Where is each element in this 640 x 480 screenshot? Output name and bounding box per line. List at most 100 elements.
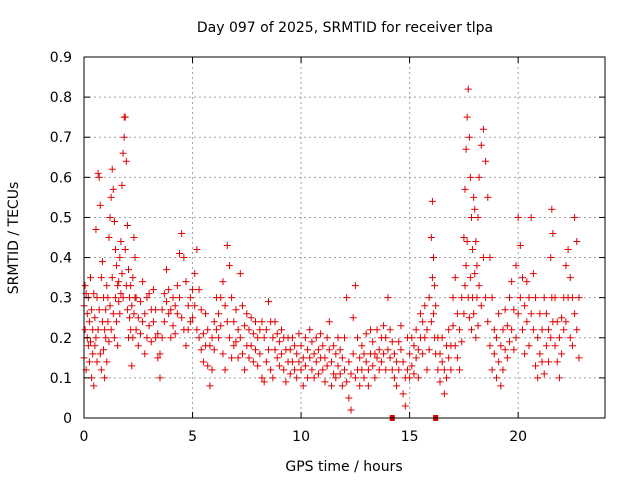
data-point — [96, 201, 104, 209]
data-point — [195, 286, 203, 294]
data-point — [186, 294, 194, 302]
data-point — [219, 278, 227, 286]
data-point — [122, 157, 130, 165]
data-point — [134, 314, 142, 322]
data-point — [100, 346, 108, 354]
data-point — [193, 326, 201, 334]
data-point — [110, 334, 118, 342]
data-point — [364, 382, 372, 390]
data-point — [210, 318, 218, 326]
data-point — [152, 306, 160, 314]
data-point — [519, 274, 527, 282]
data-point — [176, 250, 184, 258]
data-point — [451, 342, 459, 350]
data-point — [123, 306, 131, 314]
data-point — [360, 350, 368, 358]
data-point — [136, 330, 144, 338]
data-point — [129, 274, 137, 282]
data-point — [419, 318, 427, 326]
data-point — [410, 342, 418, 350]
data-point — [238, 302, 246, 310]
data-point — [508, 326, 516, 334]
data-point — [421, 334, 429, 342]
data-point — [107, 193, 115, 201]
data-point — [92, 334, 100, 342]
data-point — [232, 306, 240, 314]
data-point — [314, 346, 322, 354]
data-point — [96, 350, 104, 358]
data-point — [275, 362, 283, 370]
data-point — [204, 326, 212, 334]
data-point — [390, 374, 398, 382]
data-point — [445, 326, 453, 334]
data-point — [260, 378, 268, 386]
data-point — [358, 366, 366, 374]
data-point — [217, 322, 225, 330]
chart-title: Day 097 of 2025, SRMTID for receiver tlp… — [197, 20, 493, 36]
data-point — [154, 330, 162, 338]
data-point — [323, 362, 331, 370]
data-point — [345, 358, 353, 366]
data-point — [380, 350, 388, 358]
data-point — [118, 270, 126, 278]
data-point — [258, 374, 266, 382]
data-point — [199, 330, 207, 338]
data-point — [536, 350, 544, 358]
data-point — [171, 302, 179, 310]
data-point — [95, 306, 103, 314]
data-point — [555, 334, 563, 342]
data-point — [125, 266, 133, 274]
data-point — [103, 358, 111, 366]
y-tick-label: 0.6 — [50, 170, 72, 186]
data-point — [118, 181, 126, 189]
data-point — [525, 294, 533, 302]
data-point — [571, 310, 579, 318]
data-point — [120, 133, 128, 141]
data-point — [319, 342, 327, 350]
data-point — [508, 278, 516, 286]
data-point — [473, 294, 481, 302]
data-point — [121, 246, 129, 254]
data-point — [545, 358, 553, 366]
data-point — [195, 334, 203, 342]
data-point — [87, 274, 95, 282]
data-point — [477, 302, 485, 310]
data-point — [532, 362, 540, 370]
data-point — [102, 306, 110, 314]
data-point — [167, 306, 175, 314]
data-point — [228, 354, 236, 362]
data-point — [169, 294, 177, 302]
data-point — [104, 294, 112, 302]
data-point — [103, 282, 111, 290]
x-tick-label: 5 — [188, 429, 197, 445]
data-point — [217, 294, 225, 302]
data-point — [423, 366, 431, 374]
data-point — [490, 350, 498, 358]
data-point — [108, 165, 116, 173]
data-point — [527, 310, 535, 318]
data-point — [128, 362, 136, 370]
data-point — [345, 394, 353, 402]
data-point — [501, 306, 509, 314]
data-point — [193, 246, 201, 254]
data-point — [430, 254, 438, 262]
data-point — [280, 366, 288, 374]
data-point — [464, 85, 472, 93]
data-point — [542, 342, 550, 350]
data-point — [291, 342, 299, 350]
data-point — [97, 274, 105, 282]
data-point — [223, 242, 231, 250]
data-point — [453, 310, 461, 318]
data-point — [447, 366, 455, 374]
data-point — [145, 322, 153, 330]
data-point — [215, 310, 223, 318]
data-point — [141, 310, 149, 318]
data-point — [128, 302, 136, 310]
data-point — [529, 270, 537, 278]
data-point — [236, 270, 244, 278]
data-point — [249, 330, 257, 338]
data-point — [470, 310, 478, 318]
data-point — [162, 298, 170, 306]
data-point — [525, 342, 533, 350]
data-point — [332, 374, 340, 382]
